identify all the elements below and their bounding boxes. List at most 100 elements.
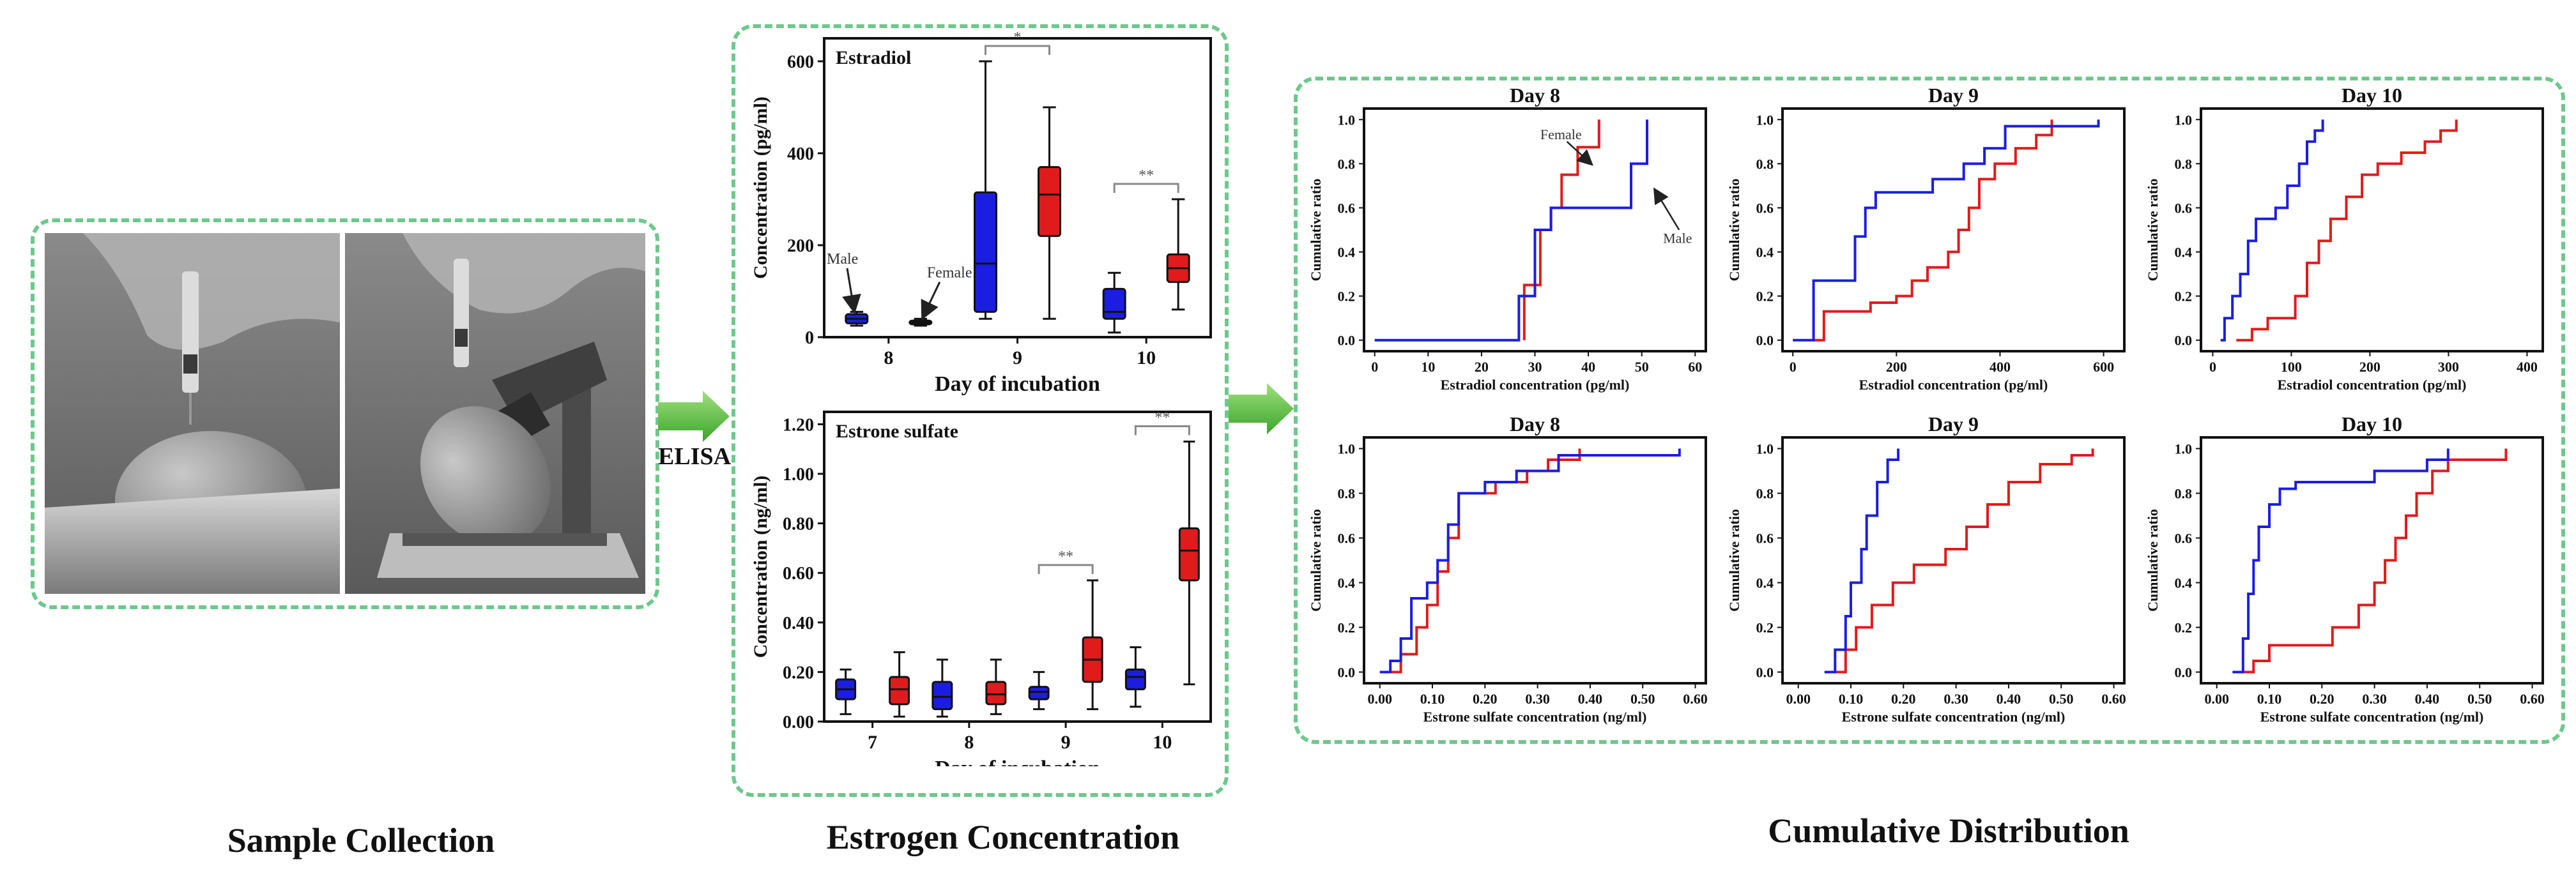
y-tick-label: 1.0 bbox=[1756, 112, 1774, 128]
cdf-line-female bbox=[2232, 448, 2508, 674]
plot-frame bbox=[2200, 436, 2544, 685]
y-tick-label: 0.0 bbox=[1338, 665, 1356, 681]
y-axis-label: Concentration (ng/ml) bbox=[750, 476, 771, 658]
chart-title: Day 9 bbox=[1928, 413, 1979, 435]
x-axis-label: Estrone sulfate concentration (ng/ml) bbox=[2260, 709, 2484, 725]
cdf-line-male bbox=[1379, 448, 1681, 674]
x-tick-label: 8 bbox=[884, 347, 893, 368]
elisa-label: ELISA bbox=[658, 443, 732, 470]
sample-collection-photo bbox=[45, 233, 645, 594]
x-axis-label: Day of incubation bbox=[935, 757, 1100, 766]
chart-title: Day 10 bbox=[2342, 413, 2402, 435]
y-tick-label: 0.8 bbox=[1756, 156, 1774, 172]
x-tick-label: 300 bbox=[2438, 359, 2459, 375]
y-tick-label: 0.60 bbox=[783, 564, 814, 584]
y-tick-label: 0.0 bbox=[1756, 333, 1774, 349]
y-tick-label: 1.0 bbox=[2175, 441, 2193, 457]
x-tick-label: 0 bbox=[1790, 359, 1797, 375]
y-tick-label: 0.6 bbox=[1338, 200, 1356, 216]
cdf-line-female bbox=[1824, 448, 2094, 674]
x-tick-label: 0.50 bbox=[2467, 691, 2492, 707]
significance-label: ** bbox=[1154, 410, 1170, 427]
box-body-male bbox=[931, 681, 953, 711]
y-tick-label: 1.0 bbox=[1338, 441, 1356, 457]
plot-frame bbox=[1781, 436, 2126, 685]
x-tick-label: 0.30 bbox=[1943, 691, 1968, 707]
y-axis-label: Concentration (pg/ml) bbox=[750, 96, 771, 279]
plot-frame bbox=[823, 411, 1212, 723]
x-tick-label: 30 bbox=[1528, 359, 1542, 375]
x-tick-label: 0.60 bbox=[1683, 691, 1708, 707]
x-tick-label: 0.40 bbox=[1578, 691, 1603, 707]
significance-bracket bbox=[1038, 564, 1094, 574]
y-tick-label: 0.2 bbox=[1338, 289, 1356, 305]
y-axis-label: Cumulative ratio bbox=[1726, 179, 1742, 282]
x-tick-label: 0.30 bbox=[1525, 691, 1550, 707]
significance-bracket bbox=[985, 45, 1050, 55]
x-tick-label: 400 bbox=[2517, 359, 2538, 375]
x-tick-label: 60 bbox=[1688, 359, 1702, 375]
annotation-arrow bbox=[1566, 140, 1593, 166]
x-axis-label: Estrone sulfate concentration (ng/ml) bbox=[1423, 709, 1647, 725]
cdf-estradiol-day9: Day 9 0.0 0.2 0.4 0.6 0.8 1.0 0 200 400 600 Estradi… bbox=[1726, 84, 2126, 393]
cdf-line-female bbox=[1813, 119, 2053, 342]
x-tick-label: 0.20 bbox=[1891, 691, 1916, 707]
x-tick-label: 0.40 bbox=[1997, 691, 2021, 707]
cdf-line-male bbox=[1374, 119, 1648, 342]
y-tick-label: 1.00 bbox=[783, 465, 814, 485]
y-tick-label: 0.6 bbox=[2175, 531, 2193, 547]
x-tick-label: 0.10 bbox=[2257, 691, 2282, 707]
box-body-male bbox=[1102, 287, 1126, 320]
x-tick-label: 400 bbox=[1989, 359, 2011, 375]
estradiol-boxplot: Estradiol 0 200 400 600 8 9 10 Day of incubation… bbox=[750, 32, 1212, 396]
y-tick-label: 0.8 bbox=[2175, 486, 2193, 502]
annotation-male: Male bbox=[827, 251, 858, 268]
cdf-line-male bbox=[2220, 119, 2324, 342]
x-tick-label: 8 bbox=[964, 732, 974, 753]
y-tick-label: 400 bbox=[787, 144, 814, 164]
cdf-line-male bbox=[1824, 448, 1900, 674]
annotation-arrow bbox=[1653, 187, 1680, 231]
y-tick-label: 0.40 bbox=[783, 614, 814, 633]
annotation-male: Male bbox=[1663, 231, 1692, 246]
significance-label: * bbox=[1014, 32, 1022, 46]
x-tick-label: 0.00 bbox=[1367, 691, 1392, 707]
x-tick-label: 9 bbox=[1061, 732, 1071, 753]
x-tick-label: 0.10 bbox=[1839, 691, 1864, 707]
y-tick-label: 0.4 bbox=[2175, 245, 2193, 261]
y-tick-label: 0.20 bbox=[783, 663, 814, 683]
x-tick-label: 600 bbox=[2093, 359, 2114, 375]
plot-frame bbox=[2200, 107, 2544, 352]
x-tick-label: 0.40 bbox=[2415, 691, 2440, 707]
significance-bracket bbox=[1113, 183, 1179, 193]
box-body-female bbox=[1038, 166, 1061, 238]
x-tick-label: 0.20 bbox=[2310, 691, 2334, 707]
caption-estrogen-concentration: Estrogen Concentration bbox=[826, 818, 1180, 856]
x-tick-label: 200 bbox=[1886, 359, 1907, 375]
y-tick-label: 0.2 bbox=[1756, 289, 1774, 305]
chart-title: Day 9 bbox=[1928, 84, 1979, 107]
y-tick-label: 600 bbox=[787, 52, 814, 72]
caption-sample-collection: Sample Collection bbox=[227, 821, 495, 859]
box-body-male bbox=[974, 191, 997, 313]
plot-frame bbox=[1363, 436, 1707, 685]
y-tick-label: 1.0 bbox=[1338, 112, 1356, 128]
y-tick-label: 0.4 bbox=[1756, 575, 1774, 591]
significance-label: ** bbox=[1058, 549, 1073, 565]
y-axis-label: Cumulative ratio bbox=[1308, 179, 1324, 282]
y-tick-label: 0.6 bbox=[1756, 200, 1774, 216]
x-tick-label: 0.60 bbox=[2520, 691, 2545, 707]
x-tick-label: 0.10 bbox=[1420, 691, 1445, 707]
y-tick-label: 0.2 bbox=[1756, 620, 1774, 636]
x-tick-label: 10 bbox=[1137, 347, 1156, 368]
cdf-estradiol-day8: Day 8 0.0 0.2 0.4 0.6 0.8 1.0 0 10 20 30 40 50 60 Estr… bbox=[1308, 84, 1707, 393]
x-tick-label: 50 bbox=[1635, 359, 1649, 375]
x-tick-label: 0 bbox=[2209, 359, 2216, 375]
y-tick-label: 0.0 bbox=[1338, 333, 1356, 349]
plot-frame bbox=[823, 37, 1212, 338]
x-axis-label: Estradiol concentration (pg/ml) bbox=[2278, 377, 2467, 393]
cdf-estradiol-day10: Day 10 0.0 0.2 0.4 0.6 0.8 1.0 0 100 200 300 400 Est… bbox=[2145, 84, 2544, 393]
y-tick-label: 0.0 bbox=[1756, 665, 1774, 681]
y-tick-label: 0.6 bbox=[2175, 200, 2193, 216]
y-tick-label: 0.80 bbox=[783, 515, 814, 534]
